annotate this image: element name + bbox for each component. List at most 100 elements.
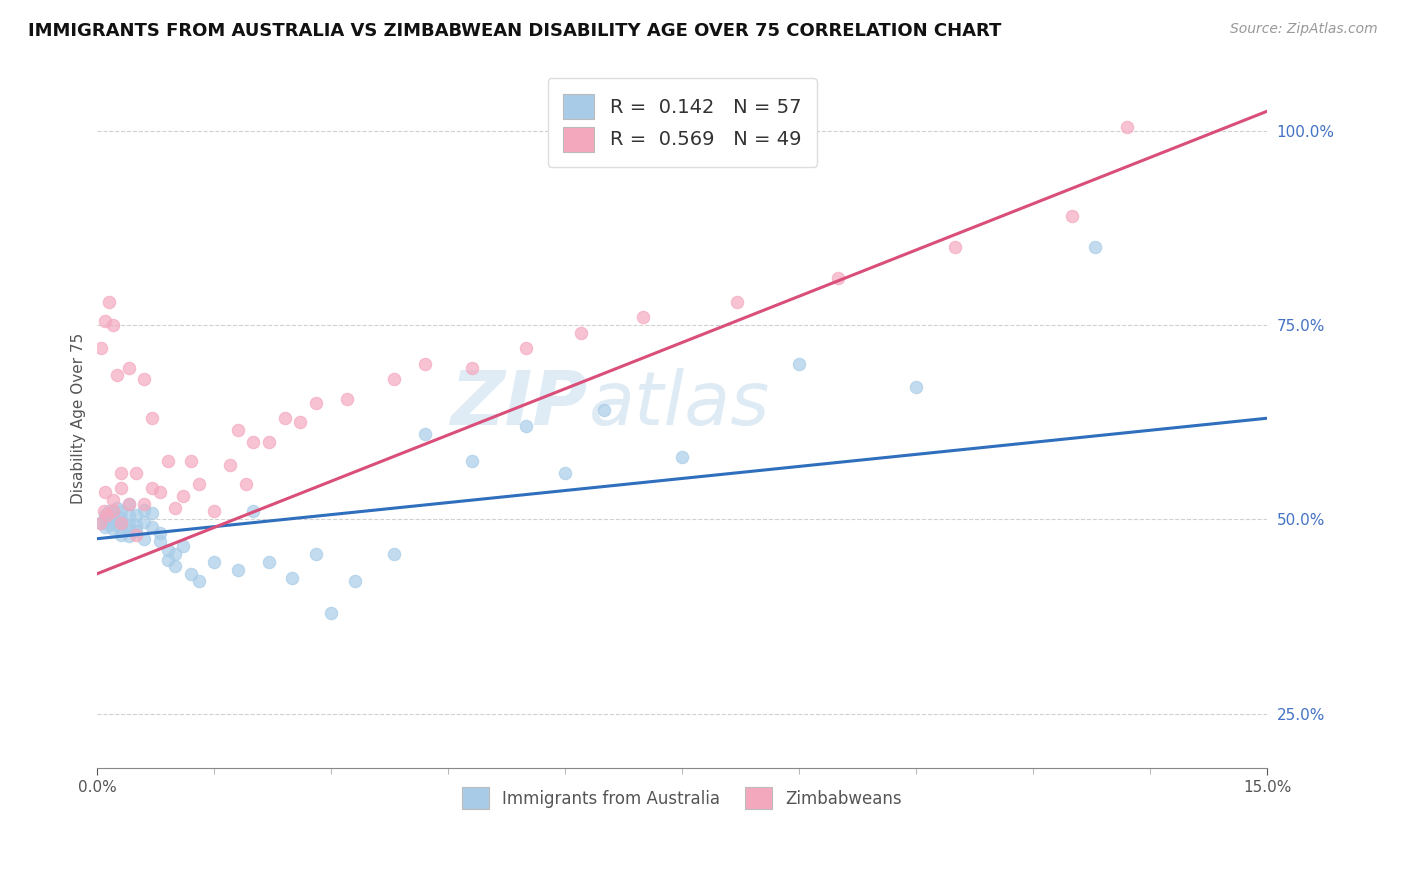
Point xyxy=(336,392,359,406)
Point xyxy=(305,547,328,561)
Point xyxy=(554,466,576,480)
Point xyxy=(343,574,366,589)
Point xyxy=(134,372,156,386)
Point xyxy=(117,497,139,511)
Point xyxy=(905,380,928,394)
Point xyxy=(1178,780,1201,795)
Point xyxy=(156,454,179,468)
Point xyxy=(134,532,156,546)
Point xyxy=(725,294,748,309)
Point xyxy=(141,411,163,425)
Point xyxy=(117,522,139,536)
Point xyxy=(105,500,128,515)
Point xyxy=(180,454,202,468)
Point xyxy=(149,534,172,549)
Point xyxy=(141,506,163,520)
Point xyxy=(105,517,128,532)
Point xyxy=(110,522,132,536)
Point xyxy=(305,395,328,409)
Point xyxy=(101,508,124,523)
Point xyxy=(180,566,202,581)
Point xyxy=(515,341,537,355)
Text: ZIP: ZIP xyxy=(451,368,589,441)
Point xyxy=(94,485,117,500)
Point xyxy=(165,547,187,561)
Y-axis label: Disability Age Over 75: Disability Age Over 75 xyxy=(72,333,86,504)
Point xyxy=(787,357,810,371)
Text: Source: ZipAtlas.com: Source: ZipAtlas.com xyxy=(1230,22,1378,37)
Point xyxy=(110,481,132,495)
Point xyxy=(321,606,343,620)
Point xyxy=(125,524,148,538)
Point xyxy=(172,489,194,503)
Point xyxy=(460,360,482,375)
Point xyxy=(149,485,172,500)
Point xyxy=(226,563,249,577)
Point xyxy=(117,517,139,532)
Point xyxy=(90,516,112,530)
Point xyxy=(288,415,311,429)
Point xyxy=(110,504,132,518)
Point xyxy=(94,520,117,534)
Point xyxy=(226,423,249,437)
Point xyxy=(242,504,264,518)
Point xyxy=(125,508,148,523)
Point xyxy=(172,540,194,554)
Point xyxy=(165,558,187,573)
Point xyxy=(219,458,242,472)
Point xyxy=(110,466,132,480)
Point xyxy=(94,508,117,523)
Legend: Immigrants from Australia, Zimbabweans: Immigrants from Australia, Zimbabweans xyxy=(456,780,908,815)
Point xyxy=(281,570,304,584)
Point xyxy=(125,528,148,542)
Point xyxy=(110,510,132,524)
Point xyxy=(101,504,124,518)
Point xyxy=(187,477,209,491)
Point xyxy=(101,514,124,528)
Point xyxy=(943,240,966,254)
Point xyxy=(235,477,257,491)
Point xyxy=(382,372,405,386)
Point xyxy=(593,403,616,417)
Point xyxy=(156,543,179,558)
Point xyxy=(94,512,117,526)
Point xyxy=(149,526,172,541)
Point xyxy=(1062,209,1084,223)
Point xyxy=(413,426,436,441)
Point xyxy=(117,508,139,523)
Point xyxy=(156,552,179,566)
Point xyxy=(98,518,121,533)
Point xyxy=(141,520,163,534)
Point xyxy=(1084,240,1107,254)
Point xyxy=(110,516,132,530)
Point xyxy=(98,504,121,518)
Point xyxy=(631,310,654,325)
Point xyxy=(460,454,482,468)
Point xyxy=(242,434,264,449)
Point xyxy=(257,555,280,569)
Point xyxy=(89,516,111,530)
Point xyxy=(382,547,405,561)
Point xyxy=(202,555,225,569)
Point xyxy=(110,528,132,542)
Point xyxy=(413,357,436,371)
Point xyxy=(273,411,295,425)
Point xyxy=(98,294,121,309)
Point xyxy=(117,360,139,375)
Point xyxy=(671,450,693,464)
Point xyxy=(125,466,148,480)
Point xyxy=(187,574,209,589)
Point xyxy=(101,522,124,536)
Point xyxy=(94,314,117,328)
Point xyxy=(125,518,148,533)
Text: atlas: atlas xyxy=(589,368,770,441)
Point xyxy=(101,492,124,507)
Point xyxy=(569,326,592,340)
Point xyxy=(96,508,118,523)
Point xyxy=(117,529,139,543)
Point xyxy=(1115,120,1137,134)
Point xyxy=(93,504,115,518)
Point xyxy=(515,419,537,434)
Point xyxy=(110,516,132,530)
Point xyxy=(101,318,124,332)
